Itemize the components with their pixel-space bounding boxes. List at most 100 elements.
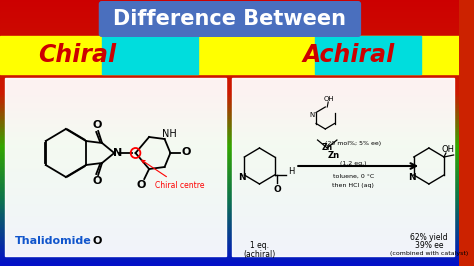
Text: NH: NH <box>162 129 177 139</box>
Bar <box>0 198 459 202</box>
Bar <box>0 31 459 35</box>
Bar <box>0 153 459 157</box>
Bar <box>0 26 459 29</box>
Bar <box>0 260 459 263</box>
Bar <box>0 262 459 266</box>
Bar <box>0 172 459 176</box>
Text: Zn: Zn <box>322 143 333 152</box>
Bar <box>0 97 459 101</box>
Bar <box>0 190 459 194</box>
Bar <box>0 212 459 215</box>
Bar <box>0 174 459 178</box>
Bar <box>0 100 459 104</box>
Bar <box>0 145 459 149</box>
Bar <box>0 169 459 173</box>
Bar <box>0 238 459 242</box>
Bar <box>0 12 459 16</box>
Bar <box>0 44 459 48</box>
Bar <box>0 63 459 66</box>
Bar <box>101 36 199 74</box>
Bar <box>0 236 459 239</box>
Bar <box>232 78 454 256</box>
Text: O: O <box>92 120 102 130</box>
Bar <box>0 143 459 146</box>
Bar <box>0 196 459 200</box>
Bar <box>0 225 459 229</box>
Bar <box>0 228 459 231</box>
Bar <box>0 185 459 189</box>
Bar <box>0 2 459 5</box>
Bar <box>0 220 459 223</box>
Bar <box>0 57 459 61</box>
Bar <box>0 129 459 133</box>
Bar <box>0 167 459 170</box>
Text: Achiral: Achiral <box>302 43 395 67</box>
Bar <box>0 124 459 128</box>
Bar <box>0 230 459 234</box>
Bar <box>0 87 459 90</box>
Bar <box>0 79 459 82</box>
Bar <box>0 92 459 96</box>
Text: O: O <box>92 176 102 186</box>
Bar <box>0 246 459 250</box>
Bar <box>0 116 459 120</box>
Bar <box>0 252 459 255</box>
Bar <box>0 73 459 77</box>
Bar <box>0 15 459 19</box>
Bar <box>0 135 459 138</box>
Bar <box>0 20 459 24</box>
Text: (combined with catalyst): (combined with catalyst) <box>390 251 468 256</box>
Bar <box>0 204 459 207</box>
Bar <box>0 254 459 258</box>
Text: 62% yield: 62% yield <box>410 234 448 243</box>
Text: N: N <box>408 172 416 181</box>
Bar <box>5 78 226 256</box>
Text: (1.2 eq.): (1.2 eq.) <box>340 160 366 165</box>
Text: O: O <box>181 147 191 157</box>
Bar <box>0 105 459 109</box>
Bar <box>0 23 459 27</box>
Bar <box>0 89 459 93</box>
Bar <box>0 217 459 221</box>
Bar <box>0 47 459 51</box>
Bar <box>0 177 459 181</box>
Text: Chiral centre: Chiral centre <box>142 160 204 190</box>
Bar <box>0 209 459 213</box>
Bar <box>0 182 459 186</box>
Bar <box>0 111 459 114</box>
Bar <box>0 55 459 59</box>
Bar <box>0 34 459 37</box>
Bar <box>0 188 459 192</box>
Bar <box>0 137 459 141</box>
Bar <box>0 103 459 106</box>
Bar <box>0 193 459 197</box>
Bar <box>0 151 459 154</box>
Bar <box>0 164 459 168</box>
Bar <box>0 159 459 162</box>
Text: Zn: Zn <box>328 152 340 160</box>
Bar <box>0 36 459 40</box>
Bar <box>0 249 459 253</box>
Text: Thalidomide: Thalidomide <box>15 236 91 246</box>
Bar <box>0 7 459 11</box>
Text: then HCl (aq): then HCl (aq) <box>332 184 374 189</box>
Text: (20 mol%; 5% ee): (20 mol%; 5% ee) <box>325 142 382 147</box>
Bar <box>0 36 459 74</box>
Text: toluene, 0 °C: toluene, 0 °C <box>333 173 374 178</box>
Text: O: O <box>137 180 146 190</box>
Bar <box>0 233 459 237</box>
Bar <box>0 127 459 130</box>
Text: N: N <box>238 172 246 181</box>
Bar <box>0 148 459 152</box>
Bar <box>0 132 459 136</box>
Text: H: H <box>288 168 294 177</box>
Bar <box>0 241 459 245</box>
Bar <box>0 10 459 13</box>
Text: OH: OH <box>441 144 455 153</box>
Bar <box>0 4 459 8</box>
Bar <box>0 244 459 247</box>
Bar <box>0 52 459 56</box>
FancyBboxPatch shape <box>99 1 361 37</box>
Bar <box>0 60 459 64</box>
Bar <box>0 121 459 125</box>
